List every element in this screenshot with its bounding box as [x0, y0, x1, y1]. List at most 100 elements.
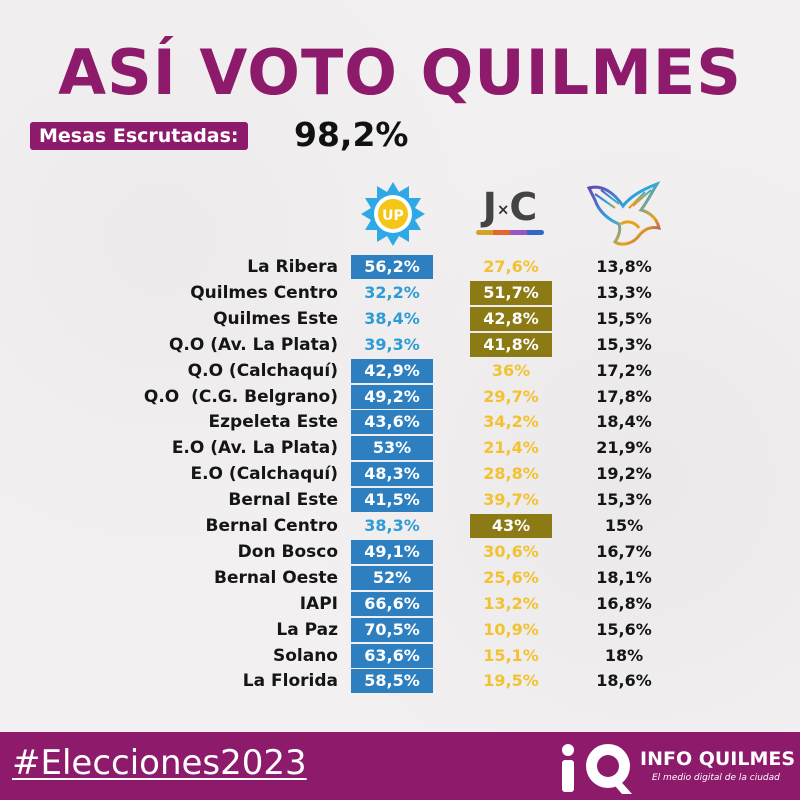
lla-value: 13,8% [596, 257, 652, 276]
up-value: 52% [351, 565, 433, 590]
jxc-value: 29,7% [483, 386, 539, 406]
lla-value: 17,2% [596, 360, 652, 380]
lla-value: 21,9% [596, 438, 652, 458]
table-row: La Florida 58,5% 19,5% 18,6% [0, 669, 800, 694]
zone-label: Q.O (Av. La Plata) [168, 334, 338, 355]
table-row: E.O (Calchaquí) 48,3% 28,8% 19,2% [0, 462, 800, 487]
up-value: 42,9% [351, 358, 433, 383]
jxc-party-logo: J×C [472, 186, 548, 238]
up-value: 41,5% [351, 488, 433, 513]
lla-value: 15,6% [596, 619, 652, 639]
lla-value: 18,6% [596, 671, 652, 691]
lla-value: 15,3% [596, 334, 652, 354]
up-value: 63,6% [351, 643, 433, 668]
table-row: Quilmes Este 38,4% 42,8% 15,5% [0, 306, 800, 331]
up-value: 38,4% [364, 308, 420, 328]
table-row: E.O (Av. La Plata) 53% 21,4% 21,9% [0, 436, 800, 461]
mesas-value: 98,2% [294, 115, 409, 154]
lla-value: 13,3% [596, 282, 652, 302]
info-quilmes-logo [556, 740, 642, 796]
up-value: 70,5% [351, 617, 433, 642]
zone-label: La Florida [242, 671, 338, 692]
zone-label: Don Bosco [237, 541, 338, 562]
jxc-logo-j: J [482, 185, 497, 229]
lla-value: 16,7% [596, 541, 652, 561]
lla-value: 16,8% [596, 593, 652, 613]
lla-value: 15% [604, 516, 644, 535]
jxc-value: 25,6% [483, 567, 539, 587]
hashtag[interactable]: #Elecciones2023 [12, 743, 307, 783]
zone-label: La Ribera [247, 257, 338, 277]
up-value: 38,3% [364, 516, 420, 535]
up-value: 49,1% [351, 539, 433, 564]
jxc-value: 13,2% [483, 593, 539, 613]
up-value: 53% [351, 436, 433, 461]
lla-party-logo [585, 180, 671, 250]
zone-label: Solano [272, 645, 338, 666]
brand-tagline: El medio digital de la ciudad [652, 773, 780, 783]
jxc-value: 21,4% [483, 438, 539, 458]
up-value: 32,2% [364, 282, 420, 302]
jxc-value: 28,8% [483, 464, 539, 484]
lla-value: 18,1% [596, 567, 652, 587]
lla-value: 15,3% [596, 490, 652, 510]
up-value: 39,3% [364, 334, 420, 354]
jxc-logo-c: C [509, 185, 538, 229]
sun-icon: UP [361, 182, 425, 246]
up-value: 49,2% [351, 384, 433, 409]
jxc-value: 19,5% [483, 671, 539, 691]
jxc-value: 39,7% [483, 490, 539, 510]
jxc-value: 10,9% [483, 619, 539, 639]
lla-value: 17,8% [596, 386, 652, 406]
zone-label: Q.O (Calchaquí) [187, 360, 338, 381]
page-title: ASÍ VOTO QUILMES [58, 36, 742, 109]
jxc-value: 36% [491, 360, 531, 380]
up-value: 66,6% [351, 591, 433, 616]
table-row: Q.O (Av. La Plata) 39,3% 41,8% 15,3% [0, 332, 800, 357]
table-row: Quilmes Centro 32,2% 51,7% 13,3% [0, 280, 800, 305]
table-row: Q.O (C.G. Belgrano) 49,2% 29,7% 17,8% [0, 384, 800, 409]
jxc-logo-x: × [496, 200, 510, 219]
zone-label: E.O (Av. La Plata) [171, 438, 338, 459]
jxc-value: 15,1% [483, 645, 539, 665]
jxc-value: 27,6% [483, 257, 539, 276]
jxc-value: 41,8% [470, 332, 552, 357]
up-value: 43,6% [351, 410, 433, 435]
lla-value: 15,5% [596, 308, 652, 328]
table-row: Bernal Este 41,5% 39,7% 15,3% [0, 488, 800, 513]
lla-value: 18,4% [596, 412, 652, 432]
zone-label: IAPI [299, 593, 338, 614]
eagle-icon [586, 181, 661, 246]
zone-label: Quilmes Este [213, 308, 338, 329]
brand-name: INFO QUILMES [640, 748, 796, 770]
jxc-logo-bar [476, 230, 544, 235]
lla-value: 18% [604, 645, 644, 665]
table-row: La Paz 70,5% 10,9% 15,6% [0, 617, 800, 642]
table-row: Don Bosco 49,1% 30,6% 16,7% [0, 539, 800, 564]
table-row: Solano 63,6% 15,1% 18% [0, 643, 800, 668]
table-row: Bernal Oeste 52% 25,6% 18,1% [0, 565, 800, 590]
table-row: Q.O (Calchaquí) 42,9% 36% 17,2% [0, 358, 800, 383]
iq-logo-icon [562, 744, 632, 794]
zone-label: E.O (Calchaquí) [190, 464, 338, 485]
zone-label: Ezpeleta Este [208, 412, 338, 433]
table-row: Bernal Centro 38,3% 43% 15% [0, 514, 800, 538]
up-value: 58,5% [351, 669, 433, 694]
jxc-value: 30,6% [483, 541, 539, 561]
table-row: IAPI 66,6% 13,2% 16,8% [0, 591, 800, 616]
zone-label: Bernal Centro [205, 516, 339, 536]
jxc-logo-text: J×C [472, 186, 548, 231]
zone-label: Quilmes Centro [190, 282, 338, 303]
up-value: 56,2% [351, 255, 433, 279]
jxc-value: 43% [470, 514, 552, 538]
zone-label: Bernal Oeste [214, 567, 338, 588]
jxc-value: 42,8% [470, 306, 552, 331]
jxc-value: 34,2% [483, 412, 539, 432]
jxc-value: 51,7% [470, 280, 552, 305]
footer-bar: #Elecciones2023 INFO QUILMES El medio di… [0, 732, 800, 800]
lla-value: 19,2% [596, 464, 652, 484]
mesas-label: Mesas Escrutadas: [30, 122, 248, 150]
zone-label: La Paz [276, 619, 338, 640]
table-row: La Ribera 56,2% 27,6% 13,8% [0, 255, 800, 279]
up-logo-text: UP [382, 208, 404, 224]
